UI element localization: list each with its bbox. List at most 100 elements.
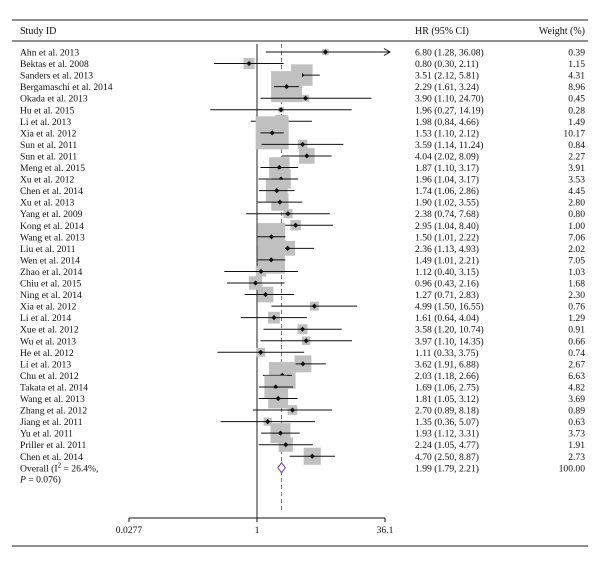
study-label: Li et al. 2013 xyxy=(20,117,71,128)
point-estimate xyxy=(277,199,283,205)
study-weight: 4.45 xyxy=(568,186,585,197)
point-estimate xyxy=(276,164,282,171)
study-hr-ci: 2.29 (1.61, 3.24) xyxy=(415,82,479,93)
study-hr-ci: 1.35 (0.36, 5.07) xyxy=(415,417,479,428)
study-label: Yu et al. 2011 xyxy=(20,429,73,440)
study-hr-ci: 2.36 (1.13, 4.93) xyxy=(415,244,479,255)
study-label: Jiang et al. 2011 xyxy=(20,417,83,428)
x-axis: 0.0277 1 36.1 xyxy=(116,517,394,536)
study-weight: 1.68 xyxy=(568,279,585,290)
study-weight: 7.06 xyxy=(568,232,585,243)
study-label: Sun et al. 2011 xyxy=(20,151,77,162)
study-hr-ci: 6.80 (1.28, 36.08) xyxy=(415,48,484,59)
study-hr-ci: 4.04 (2.02, 8.09) xyxy=(415,151,479,162)
study-label: Xia et al. 2012 xyxy=(20,128,77,139)
header-hr-ci: HR (95% CI) xyxy=(415,26,469,37)
x-tick-label: 36.1 xyxy=(377,525,394,536)
study-label: Xu et al. 2012 xyxy=(20,175,75,186)
study-hr-ci: 1.69 (1.06, 2.75) xyxy=(415,382,479,393)
point-estimate xyxy=(285,211,291,217)
study-weight: 2.27 xyxy=(568,151,585,162)
study-hr-ci: 1.90 (1.02, 3.55) xyxy=(415,198,479,209)
study-label: Li et al. 2013 xyxy=(20,359,71,370)
study-hr-ci: 3.58 (1.20, 10.74) xyxy=(415,325,484,336)
study-label: Sun et al. 2011 xyxy=(20,140,77,151)
study-label: Xu et al. 2013 xyxy=(20,198,75,209)
study-weight: 0.76 xyxy=(568,302,585,313)
study-hr-ci: 4.70 (2.50, 8.87) xyxy=(415,452,479,463)
point-estimate xyxy=(268,234,275,240)
plot-marks xyxy=(210,44,391,518)
point-estimate xyxy=(268,257,274,263)
overall-hr-ci: 1.99 (1.79, 2.21) xyxy=(415,463,479,474)
study-weight: 2.30 xyxy=(568,290,585,301)
ci-arrow xyxy=(383,48,391,56)
point-estimate xyxy=(309,453,315,459)
study-hr-ci: 2.70 (0.89, 8.18) xyxy=(415,406,479,417)
study-weight: 4.31 xyxy=(568,71,585,82)
study-weight: 0.74 xyxy=(568,348,585,359)
point-estimate xyxy=(258,349,264,355)
study-weight: 1.15 xyxy=(568,59,585,70)
study-hr-ci: 1.50 (1.01, 2.22) xyxy=(415,232,479,243)
study-label: Okada et al. 2013 xyxy=(20,94,88,105)
study-weight: 7.05 xyxy=(568,255,585,266)
study-label: Li et al. 2014 xyxy=(20,313,71,324)
overall-weight: 100.00 xyxy=(559,463,586,474)
study-weight: 1.00 xyxy=(568,221,585,232)
point-estimate xyxy=(283,442,289,448)
study-label: Ning et al. 2014 xyxy=(20,290,82,301)
study-hr-ci: 1.87 (1.10, 3.17) xyxy=(415,163,479,174)
study-label: Xue et al. 2012 xyxy=(20,325,79,336)
study-hr-ci: 3.97 (1.10, 14.35) xyxy=(415,336,484,347)
study-hr-ci: 3.59 (1.14, 11.24) xyxy=(415,140,483,151)
study-hr-ci: 1.96 (1.04, 3.17) xyxy=(415,175,479,186)
point-estimate xyxy=(283,84,290,90)
study-label: Wen et al. 2014 xyxy=(20,255,80,266)
study-hr-ci: 1.93 (1.12, 3.31) xyxy=(415,429,479,440)
study-weight: 3.91 xyxy=(568,163,585,174)
study-label: Yang et al. 2009 xyxy=(20,209,83,220)
point-estimate xyxy=(275,395,281,402)
overall-diamond xyxy=(277,461,286,474)
study-weight: 2.80 xyxy=(568,198,585,209)
study-hr-ci: 2.95 (1.04, 8.40) xyxy=(415,221,479,232)
study-weight: 3.69 xyxy=(568,394,585,405)
study-weight: 0.39 xyxy=(568,48,585,59)
study-hr-ci: 4.99 (1.50, 16.55) xyxy=(415,302,484,313)
point-estimate xyxy=(262,291,269,298)
study-label: Wu et al. 2013 xyxy=(20,336,76,347)
study-weight: 1.29 xyxy=(568,313,585,324)
point-estimate xyxy=(300,361,306,367)
point-estimate xyxy=(285,245,291,251)
point-estimate xyxy=(300,141,306,147)
study-weight: 0.80 xyxy=(568,209,585,220)
point-estimate xyxy=(322,49,329,55)
study-hr-ci: 1.96 (0.27, 14.19) xyxy=(415,105,484,116)
study-label: Chiu et al. 2015 xyxy=(20,279,81,290)
study-label: Hu et al. 2015 xyxy=(20,105,75,116)
point-estimate xyxy=(304,153,310,159)
study-hr-ci: 1.53 (1.10, 2.12) xyxy=(415,128,479,139)
point-estimate xyxy=(265,419,271,425)
overall-label: Overall (I2 = 26.4%, xyxy=(20,461,98,474)
study-weight: 2.73 xyxy=(568,452,585,463)
study-label: Takata et al. 2014 xyxy=(20,382,88,393)
study-label: Wang et al. 2013 xyxy=(20,394,85,405)
point-estimate xyxy=(293,222,299,228)
point-estimate xyxy=(278,107,284,113)
point-estimate xyxy=(274,188,280,194)
point-estimate xyxy=(269,130,275,136)
point-estimate xyxy=(303,338,309,344)
study-label: Bergamaschi et al. 2014 xyxy=(20,82,113,93)
study-label: Priller et al. 2011 xyxy=(20,440,86,451)
study-hr-ci: 2.38 (0.74, 7.68) xyxy=(415,209,479,220)
study-label: Xia et al. 2012 xyxy=(20,302,77,313)
study-weight: 8.96 xyxy=(568,82,585,93)
study-hr-ci: 1.98 (0.84, 4.66) xyxy=(415,117,479,128)
study-hr-ci: 3.90 (1.10, 24.70) xyxy=(415,94,484,105)
study-hr-ci: 1.81 (1.05, 3.12) xyxy=(415,394,479,405)
study-label: Ahn et al. 2013 xyxy=(20,48,79,59)
study-label: Chen et al. 2014 xyxy=(20,186,83,197)
